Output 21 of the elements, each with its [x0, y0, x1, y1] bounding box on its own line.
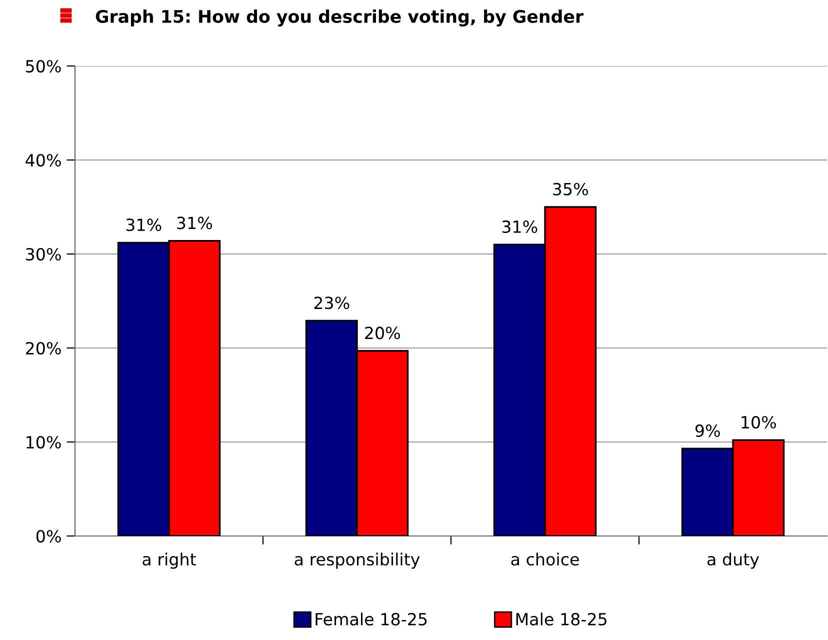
y-tick-label: 40% [26, 154, 61, 167]
data-label: 9% [695, 424, 720, 438]
data-label: 23% [314, 296, 350, 310]
y-tick-label: 10% [26, 436, 61, 449]
y-tick-label: 20% [26, 342, 61, 355]
y-tick-label: 0% [36, 530, 61, 543]
data-label: 20% [365, 326, 400, 340]
chart-title: Graph 15: How do you describe voting, by Gender [96, 10, 584, 26]
x-tick-label: a responsibility [294, 552, 420, 569]
data-label: 10% [742, 416, 776, 429]
legend-label: Female 18-25 [316, 612, 427, 626]
data-label: 31% [126, 218, 162, 232]
data-label: 31% [502, 220, 538, 234]
data-label: 31% [177, 216, 212, 230]
y-tick-label: 30% [26, 248, 61, 261]
data-label: 35% [553, 182, 588, 196]
x-tick-label: a right [142, 552, 196, 569]
x-tick-label: a duty [707, 552, 760, 569]
x-tick-label: a choice [511, 552, 579, 566]
y-tick-label: 50% [26, 60, 61, 73]
legend-label: Male 18-25 [516, 612, 606, 626]
